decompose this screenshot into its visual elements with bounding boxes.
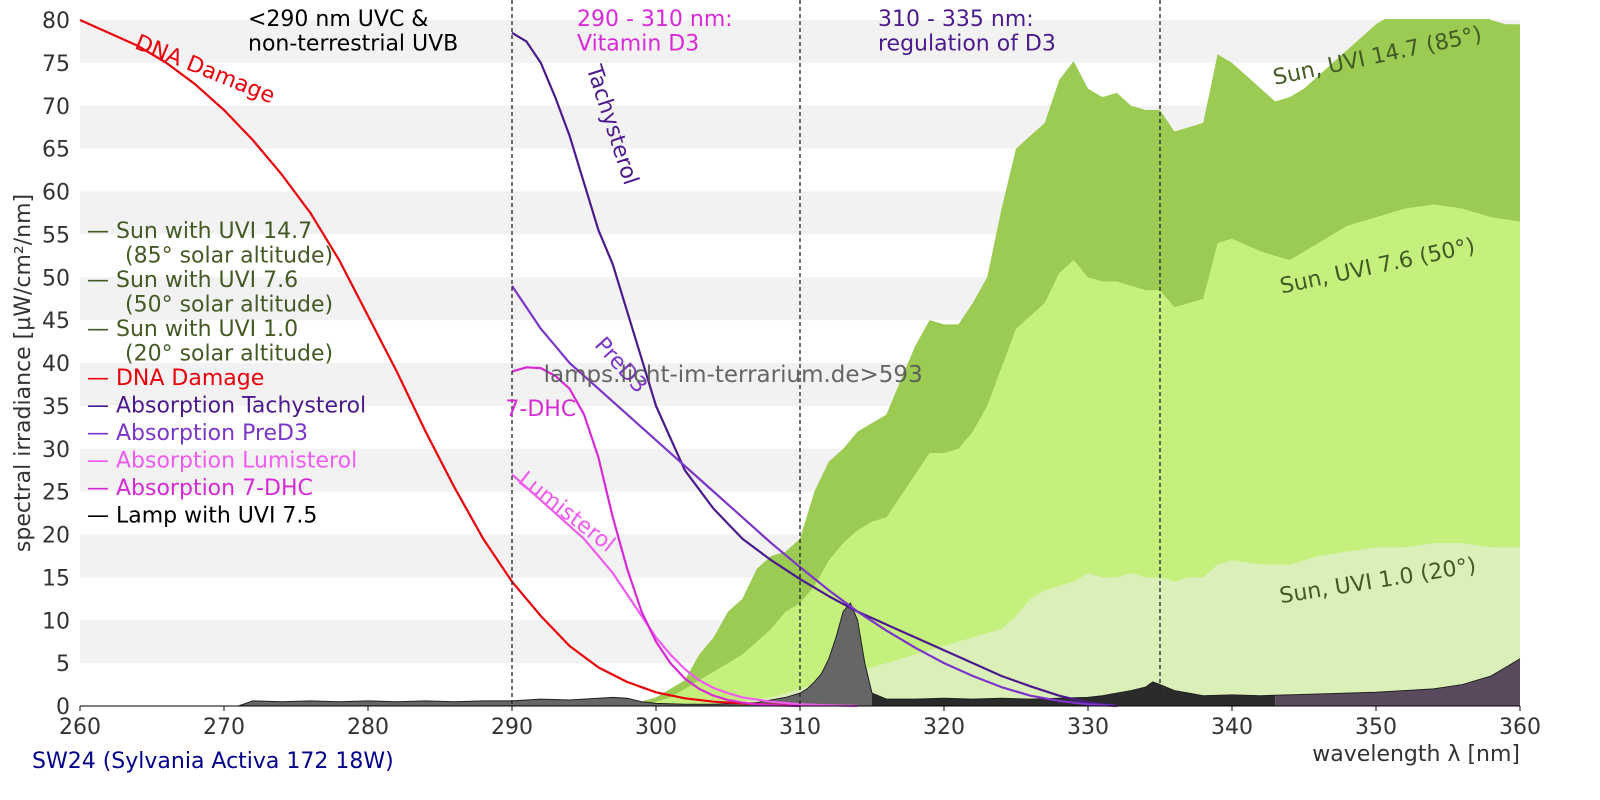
region-label: non-terrestrial UVB xyxy=(248,32,458,57)
sun-areas xyxy=(627,19,1520,706)
legend-entry: (50° solar altitude) xyxy=(125,293,333,318)
lamp-area-uva1 xyxy=(1275,658,1520,706)
region-label: Vitamin D3 xyxy=(577,32,699,57)
legend-entry: — Absorption Lumisterol xyxy=(87,449,357,474)
x-tick-label: 310 xyxy=(779,715,821,740)
legend-entry: — Absorption 7-DHC xyxy=(87,476,313,501)
y-tick-label: 10 xyxy=(42,609,70,634)
legend-entry: — Absorption PreD3 xyxy=(87,421,308,446)
lamp-caption: SW24 (Sylvania Activa 172 18W) xyxy=(32,749,394,774)
y-tick-label: 65 xyxy=(42,138,70,163)
legend-entry: — Absorption Tachysterol xyxy=(87,394,366,419)
legend: — Sun with UVI 14.7(85° solar altitude)—… xyxy=(87,219,366,529)
x-tick-label: 280 xyxy=(347,715,389,740)
x-tick-label: 260 xyxy=(59,715,101,740)
lamp-area-uva2 xyxy=(872,681,1276,706)
x-tick-label: 360 xyxy=(1499,715,1541,740)
region-dividers xyxy=(511,0,1161,706)
y-tick-label: 30 xyxy=(42,438,70,463)
y-tick-label: 50 xyxy=(42,266,70,291)
region-label: 310 - 335 nm: xyxy=(878,7,1034,32)
grid-band xyxy=(80,20,1520,63)
line-absorption-tachysterol xyxy=(511,31,1117,708)
x-tick-label: 340 xyxy=(1211,715,1253,740)
legend-entry: (85° solar altitude) xyxy=(125,244,333,269)
sun-area-10 xyxy=(713,543,1520,706)
y-tick-label: 75 xyxy=(42,52,70,77)
y-tick-label: 45 xyxy=(42,309,70,334)
y-tick-label: 40 xyxy=(42,352,70,377)
region-labels: <290 nm UVC &non-terrestrial UVB 290 - 31… xyxy=(248,7,1056,57)
y-tick-label: 25 xyxy=(42,481,70,506)
region-label: 290 - 310 nm: xyxy=(577,7,733,32)
x-tick-label: 300 xyxy=(635,715,677,740)
y-tick-label: 60 xyxy=(42,181,70,206)
legend-entry: — DNA Damage xyxy=(87,366,264,391)
y-tick-label: 70 xyxy=(42,95,70,120)
x-tick-label: 320 xyxy=(923,715,965,740)
lamp-area xyxy=(238,602,1521,707)
region-label: regulation of D3 xyxy=(878,32,1056,57)
line-absorption-pred3 xyxy=(511,285,1117,708)
y-tick-label: 35 xyxy=(42,395,70,420)
region-label: <290 nm UVC & xyxy=(248,7,428,32)
watermark: lamps.licht-im-terrarium.de>593 xyxy=(544,362,923,388)
line-absorption-lumisterol xyxy=(511,473,858,708)
legend-entry: — Sun with UVI 1.0 xyxy=(87,317,298,342)
y-tick-label: 55 xyxy=(42,223,70,248)
line-dna-damage xyxy=(79,18,801,707)
legend-entry: — Sun with UVI 7.6 xyxy=(87,268,298,293)
legend-entry: — Sun with UVI 14.7 xyxy=(87,219,312,244)
x-axis-label: wavelength λ [nm] xyxy=(1312,742,1520,767)
x-tick-label: 350 xyxy=(1355,715,1397,740)
curve-label: 7-DHC xyxy=(505,397,576,422)
y-tick-label: 80 xyxy=(42,9,70,34)
line-absorption-7-dhc xyxy=(511,366,801,708)
y-axis-label: spectral irradiance [µW/cm²/nm] xyxy=(11,194,36,552)
y-tick-label: 15 xyxy=(42,566,70,591)
x-tick-label: 290 xyxy=(491,715,533,740)
legend-entry: (20° solar altitude) xyxy=(125,342,333,367)
y-tick-label: 5 xyxy=(56,652,70,677)
absorption-lines xyxy=(79,18,1117,708)
y-tick-label: 0 xyxy=(56,695,70,720)
x-tick-label: 330 xyxy=(1067,715,1109,740)
lamp-area-uvb xyxy=(238,603,872,706)
y-tick-label: 20 xyxy=(42,524,70,549)
axes: 260 270 280 290 300 310 320 330 340 350 360 0 5 10 15 2… xyxy=(42,9,1541,740)
lamp-line xyxy=(238,602,1521,707)
x-tick-label: 270 xyxy=(203,715,245,740)
legend-entry: — Lamp with UVI 7.5 xyxy=(87,504,317,529)
